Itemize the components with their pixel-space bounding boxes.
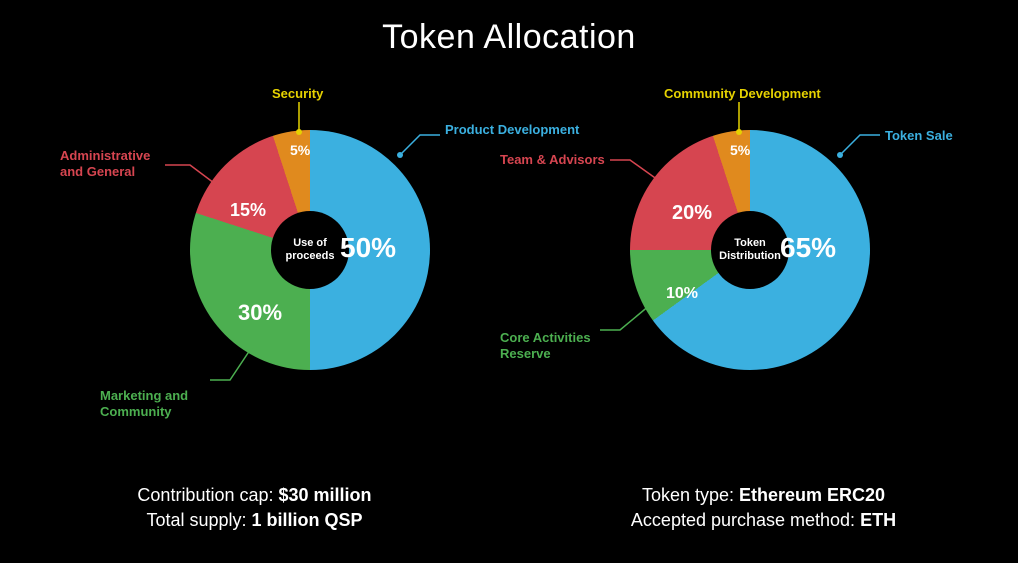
footer-left-0-value: $30 million [279, 485, 372, 505]
pct-team: 20% [672, 202, 712, 225]
pct-core: 10% [666, 285, 698, 303]
token-distribution-chart: Token Distribution 65% 10% 20% 5% Token … [630, 130, 870, 370]
pct-admin: 15% [230, 200, 266, 221]
footer-right-1-value: ETH [860, 510, 896, 530]
label-marketing-text: Marketing andCommunity [100, 388, 188, 419]
use-of-proceeds-chart: Use of proceeds 50% 30% 15% 5% Product D… [190, 130, 430, 370]
footer-right-0-value: Ethereum ERC20 [739, 485, 885, 505]
footer-left-1-value: 1 billion QSP [252, 510, 363, 530]
footer-right-0-label: Token type: [642, 485, 739, 505]
label-community: Community Development [664, 86, 821, 102]
label-admin: Administrativeand General [60, 148, 150, 179]
pct-community: 5% [730, 142, 750, 158]
label-product-dev: Product Development [445, 122, 579, 138]
page-title: Token Allocation [0, 18, 1018, 57]
footer: Contribution cap: $30 million Total supp… [0, 483, 1018, 533]
token-allocation-page: Token Allocation Use of proceeds 50% 30%… [0, 0, 1018, 563]
footer-right-line-1: Accepted purchase method: ETH [509, 508, 1018, 533]
footer-right: Token type: Ethereum ERC20 Accepted purc… [509, 483, 1018, 533]
donut-right-center-label: Token Distribution [711, 211, 789, 289]
label-product-dev-text: Product Development [445, 122, 579, 137]
footer-left-line-0: Contribution cap: $30 million [0, 483, 509, 508]
label-marketing: Marketing andCommunity [100, 388, 188, 419]
label-core: Core ActivitiesReserve [500, 330, 591, 361]
footer-left-line-1: Total supply: 1 billion QSP [0, 508, 509, 533]
footer-left: Contribution cap: $30 million Total supp… [0, 483, 509, 533]
pct-product-dev: 50% [340, 232, 396, 264]
footer-right-1-label: Accepted purchase method: [631, 510, 860, 530]
pct-marketing: 30% [238, 300, 282, 326]
footer-left-1-label: Total supply: [146, 510, 251, 530]
label-security: Security [272, 86, 323, 102]
label-token-sale: Token Sale [885, 128, 953, 144]
label-admin-text: Administrativeand General [60, 148, 150, 179]
label-team: Team & Advisors [500, 152, 605, 168]
label-core-text: Core ActivitiesReserve [500, 330, 591, 361]
pct-token-sale: 65% [780, 232, 836, 264]
footer-right-line-0: Token type: Ethereum ERC20 [509, 483, 1018, 508]
footer-left-0-label: Contribution cap: [137, 485, 278, 505]
pct-security: 5% [290, 142, 310, 158]
donut-left-center-label: Use of proceeds [271, 211, 349, 289]
